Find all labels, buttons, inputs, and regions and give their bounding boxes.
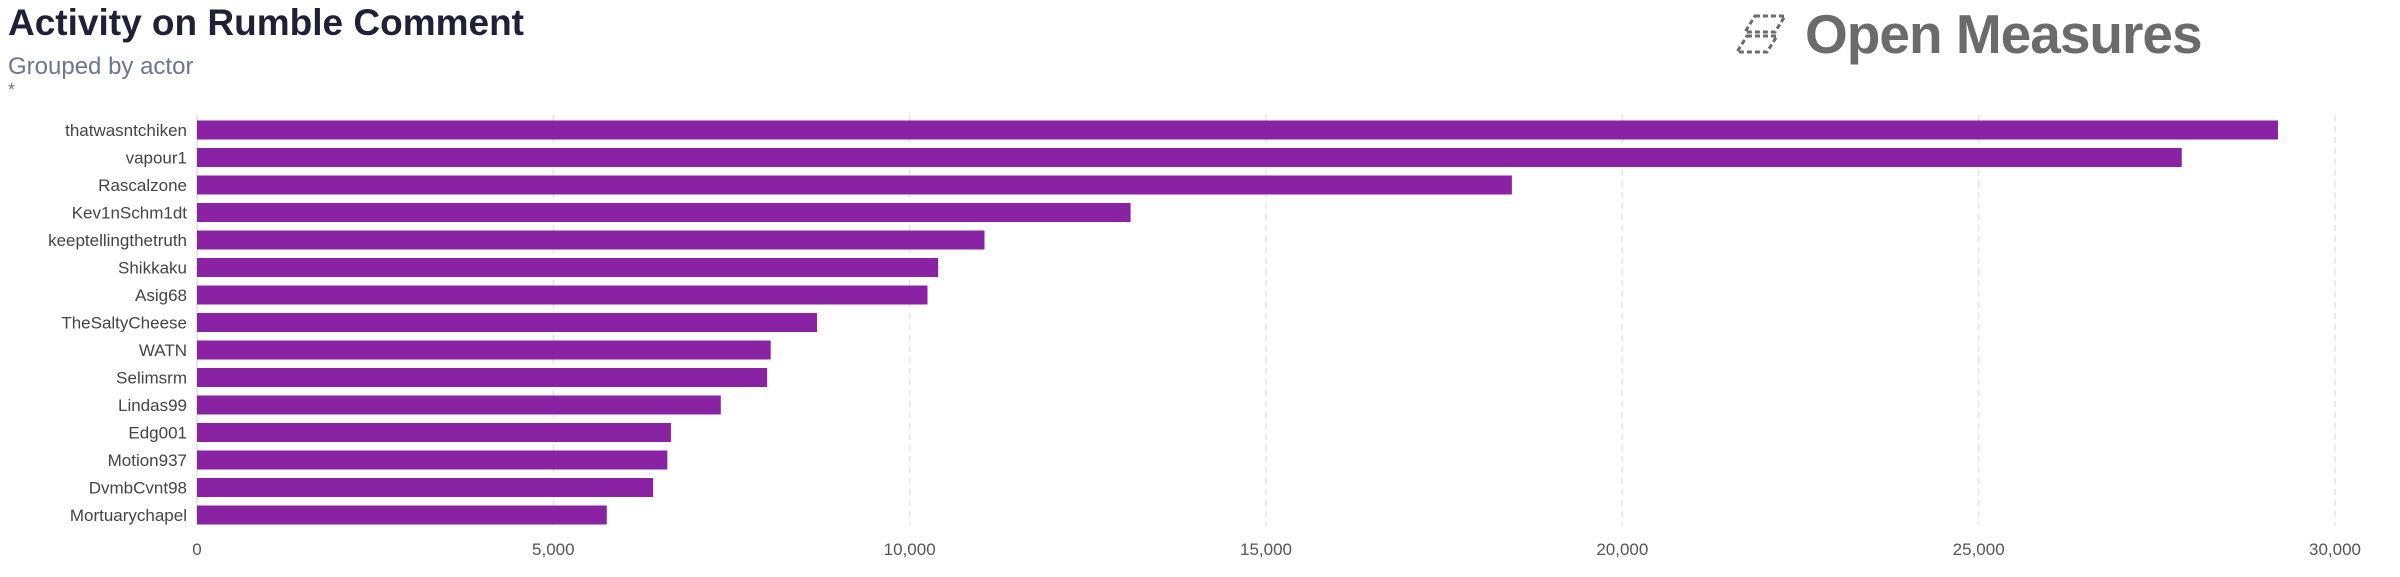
bar-Edg001[interactable] xyxy=(197,423,671,442)
category-label: thatwasntchiken xyxy=(65,121,187,140)
open-measures-logo: Open Measures xyxy=(1735,2,2203,66)
chart-title: Activity on Rumble Comment xyxy=(8,2,524,43)
category-label: WATN xyxy=(139,341,187,360)
chart-note: * xyxy=(8,80,16,100)
bar-DvmbCvnt98[interactable] xyxy=(197,478,654,497)
category-label: Edg001 xyxy=(128,424,187,443)
bars xyxy=(197,120,2278,525)
bar-WATN[interactable] xyxy=(197,340,771,360)
category-label: Lindas99 xyxy=(118,396,187,415)
bar-TheSaltyCheese[interactable] xyxy=(197,313,818,332)
bar-Kev1nSchm1dt[interactable] xyxy=(197,203,1131,222)
bar-Rascalzone[interactable] xyxy=(197,175,1512,195)
bar-keeptellingthetruth[interactable] xyxy=(197,230,985,250)
category-label: DvmbCvnt98 xyxy=(89,479,187,498)
x-tick-label: 0 xyxy=(192,540,201,559)
category-label: Kev1nSchm1dt xyxy=(72,204,188,223)
category-label: Selimsrm xyxy=(116,369,187,388)
category-label: vapour1 xyxy=(126,149,187,168)
category-labels: thatwasntchiken vapour1 Rascalzone Kev1nSch… xyxy=(48,121,187,525)
category-label: TheSaltyCheese xyxy=(61,314,187,333)
category-label: Asig68 xyxy=(135,286,187,305)
category-label: Mortuarychapel xyxy=(70,506,187,525)
x-tick-label: 5,000 xyxy=(532,540,575,559)
x-axis-ticks: 0 5,000 10,000 15,000 20,000 25,000 30,000 xyxy=(192,540,2361,559)
bar-vapour1[interactable] xyxy=(197,148,2182,167)
bar-Lindas99[interactable] xyxy=(197,395,721,415)
bar-Motion937[interactable] xyxy=(197,450,668,470)
bar-Selimsrm[interactable] xyxy=(197,368,768,387)
x-tick-label: 10,000 xyxy=(884,540,936,559)
bar-Mortuarychapel[interactable] xyxy=(197,505,607,525)
x-tick-label: 20,000 xyxy=(1596,540,1648,559)
x-tick-label: 15,000 xyxy=(1240,540,1292,559)
bar-thatwasntchiken[interactable] xyxy=(197,120,2278,140)
category-label: Motion937 xyxy=(108,451,187,470)
category-label: keeptellingthetruth xyxy=(48,231,187,250)
chart-subtitle: Grouped by actor xyxy=(8,53,194,80)
x-tick-label: 25,000 xyxy=(1953,540,2005,559)
bar-Asig68[interactable] xyxy=(197,285,928,305)
bar-Shikkaku[interactable] xyxy=(197,258,939,277)
open-measures-logo-icon xyxy=(1735,14,1788,54)
category-label: Shikkaku xyxy=(118,259,187,278)
x-tick-label: 30,000 xyxy=(2309,540,2361,559)
category-label: Rascalzone xyxy=(98,176,187,195)
logo-text: Open Measures xyxy=(1805,3,2203,65)
